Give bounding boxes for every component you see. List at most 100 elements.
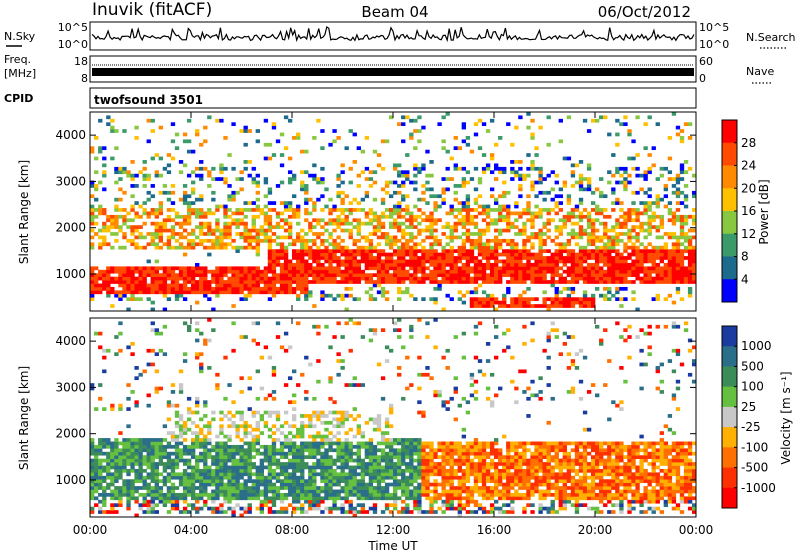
data-cell (279, 465, 285, 470)
data-cell (227, 286, 232, 291)
data-cell (449, 232, 454, 236)
data-cell (126, 170, 131, 175)
data-cell (263, 273, 269, 277)
data-cell (90, 214, 95, 219)
data-cell (611, 249, 616, 253)
data-cell (647, 201, 652, 205)
data-cell (195, 492, 200, 497)
data-cell (445, 242, 450, 247)
data-cell (635, 238, 640, 243)
data-cell (360, 486, 366, 490)
data-cell (308, 448, 313, 453)
data-cell (94, 465, 99, 470)
data-cell (130, 280, 135, 284)
data-cell (312, 462, 317, 466)
data-cell (623, 211, 628, 216)
data-cell (635, 266, 640, 271)
data-cell (631, 262, 636, 267)
data-cell (243, 269, 248, 274)
data-cell (267, 393, 273, 398)
data-cell (195, 410, 200, 415)
data-cell (376, 249, 382, 253)
data-cell (154, 266, 159, 271)
data-cell (150, 465, 155, 470)
data-cell (203, 444, 208, 449)
data-cell (328, 221, 333, 226)
data-cell (643, 252, 648, 257)
data-cell (651, 266, 656, 271)
data-cell (271, 503, 277, 508)
data-cell (627, 232, 632, 236)
data-cell (372, 259, 378, 264)
data-cell (413, 269, 418, 274)
data-cell (445, 235, 450, 240)
data-cell (304, 242, 309, 247)
data-cell (312, 280, 317, 284)
data-cell (211, 238, 216, 243)
data-cell (106, 276, 111, 281)
data-cell (227, 221, 232, 226)
data-cell (235, 269, 240, 274)
data-cell (332, 410, 337, 415)
data-cell (683, 269, 689, 274)
data-cell (413, 187, 418, 192)
data-cell (607, 273, 612, 277)
data-cell (498, 269, 503, 274)
data-cell (336, 273, 341, 277)
data-cell (380, 479, 386, 483)
data-cell (356, 184, 361, 188)
data-cell (461, 180, 467, 185)
data-cell (178, 441, 184, 446)
data-cell (199, 286, 204, 291)
data-cell (429, 160, 434, 164)
data-cell (603, 242, 608, 247)
data-cell (364, 444, 370, 449)
data-cell (627, 129, 632, 133)
data-cell (154, 276, 159, 281)
data-cell (611, 190, 616, 195)
data-cell (473, 276, 479, 281)
data-cell (275, 475, 281, 480)
data-cell (687, 276, 693, 281)
data-cell (219, 503, 224, 508)
data-cell (90, 235, 95, 240)
data-cell (457, 201, 462, 205)
data-cell (296, 465, 301, 470)
data-cell (134, 438, 139, 442)
data-cell (530, 184, 535, 188)
data-cell (263, 458, 269, 463)
data-cell (231, 290, 236, 295)
data-cell (635, 276, 640, 281)
data-cell (356, 297, 361, 302)
data-cell (316, 489, 321, 494)
data-cell (586, 249, 592, 253)
data-cell (304, 238, 309, 243)
data-cell (405, 286, 410, 291)
data-cell (691, 235, 697, 240)
data-cell (255, 139, 260, 144)
data-cell (526, 297, 531, 302)
data-cell (142, 269, 147, 274)
data-cell (328, 410, 333, 415)
data-cell (506, 304, 511, 308)
data-cell (316, 266, 321, 271)
data-cell (235, 458, 240, 463)
data-cell (296, 462, 301, 466)
data-cell (312, 252, 317, 257)
data-cell (114, 290, 119, 295)
data-cell (195, 468, 200, 473)
data-cell (304, 269, 309, 274)
data-cell (360, 479, 366, 483)
data-cell (453, 163, 458, 168)
data-cell (296, 383, 301, 387)
data-cell (380, 139, 386, 144)
data-cell (186, 510, 192, 514)
data-cell (340, 197, 345, 202)
data-cell (223, 208, 228, 212)
data-cell (441, 262, 446, 267)
data-cell (138, 462, 143, 466)
data-cell (267, 256, 273, 260)
data-cell (247, 376, 252, 381)
data-cell (510, 304, 515, 308)
data-cell (255, 396, 260, 401)
